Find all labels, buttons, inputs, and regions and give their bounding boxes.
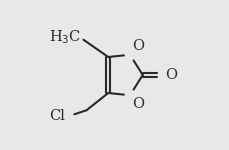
Text: Cl: Cl: [49, 109, 65, 123]
Text: H$_3$C: H$_3$C: [49, 28, 81, 46]
Text: O: O: [131, 39, 143, 53]
Text: O: O: [165, 68, 177, 82]
Text: O: O: [131, 97, 143, 111]
